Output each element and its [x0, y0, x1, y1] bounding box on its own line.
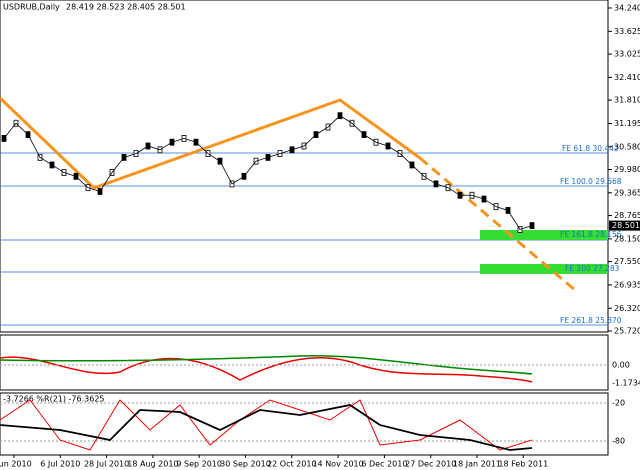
main-pane [0, 0, 609, 333]
dynamic: 34.240 33.625 33.025 32.410 31.810 31.195 30.5… [0, 4, 640, 469]
ind2-label: -80 [612, 437, 625, 446]
price-label: 32.410 [614, 73, 640, 82]
price-label: 33.625 [614, 27, 640, 36]
ind2-header: -3.7266 %R(21) -76.3625 [3, 395, 105, 404]
date-label: 6 Jul 2010 [40, 460, 80, 469]
date-label: 27 Dec 2010 [405, 460, 456, 469]
price-label: 33.025 [614, 50, 640, 59]
price-label: 29.365 [614, 188, 640, 197]
fe-label: FE 161.8 28.156 [560, 230, 622, 239]
price-label: 28.765 [614, 211, 640, 220]
price-label: 27.550 [614, 257, 640, 266]
date-label: 18 Feb 2011 [498, 460, 548, 469]
price-label: 30.580 [614, 142, 640, 151]
date-label: 14 Nov 2010 [312, 460, 363, 469]
date-label: 28 Jul 2010 [84, 460, 129, 469]
price-label: 25.720 [614, 327, 640, 336]
price-label: 34.240 [614, 4, 640, 13]
fe-label: FE 200 27.283 [565, 264, 620, 273]
fe-zone [480, 264, 608, 274]
date-label: 30 Sep 2010 [220, 460, 271, 469]
fe-zone [480, 230, 608, 240]
price-label: 31.195 [614, 119, 640, 128]
date-label: 6 Dec 2010 [361, 460, 407, 469]
price-line [3, 115, 533, 230]
candle [1, 135, 7, 142]
date-label: 22 Oct 2010 [267, 460, 316, 469]
date-label: Jun 2010 [0, 460, 32, 469]
wpr-fast [0, 399, 533, 451]
date-label: 18 Aug 2010 [127, 460, 178, 469]
osc-line [0, 356, 533, 383]
date-label: 9 Sep 2010 [176, 460, 222, 469]
indicator1-pane [0, 334, 609, 391]
current-price-box [609, 220, 640, 231]
zigzag [0, 96, 421, 190]
price-label: 26.320 [614, 304, 640, 313]
osc-signal [0, 355, 533, 375]
price-label: 29.980 [614, 165, 640, 174]
current-price: 28.501 [612, 221, 640, 230]
ind2-label: -20 [612, 399, 625, 408]
symbol: USDRUB,Daily [3, 3, 60, 12]
price-label: 28.150 [614, 234, 640, 243]
ohlc: 28.419 28.523 28.405 28.501 [66, 3, 186, 12]
price-label: 31.810 [614, 96, 640, 105]
fe-label: FE 100.0 29.568 [560, 177, 622, 186]
price-label: 26.935 [614, 280, 640, 289]
fe-label: FE 61.8 30.442 [562, 144, 619, 153]
wpr-slow [0, 404, 533, 451]
ind1-label: -1.1734 [612, 379, 640, 388]
ind1-label: 0.00 [612, 361, 630, 370]
date-label: 18 Jan 2011 [453, 460, 501, 469]
trend-line [419, 156, 576, 292]
fe-label: FE 261.8 25.870 [560, 316, 622, 325]
